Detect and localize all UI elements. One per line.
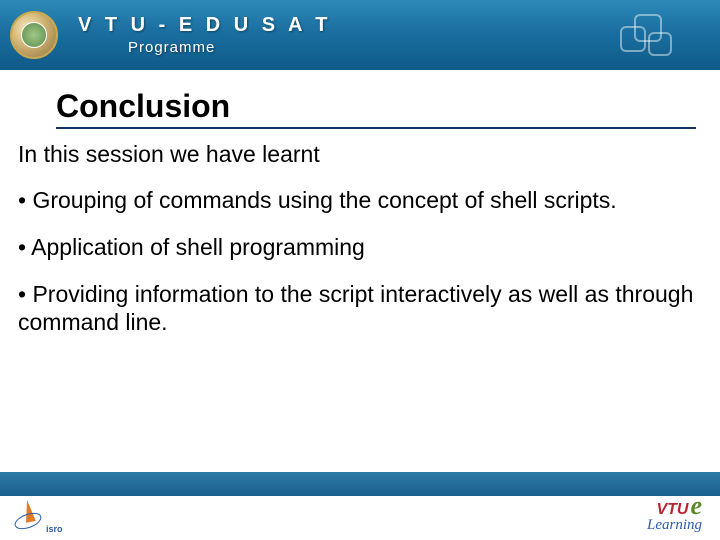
slide-header: V T U - E D U S A T Programme — [0, 0, 720, 70]
bullet-item: • Providing information to the script in… — [18, 280, 696, 338]
footer-left-logo: isro — [14, 500, 63, 534]
learning-text: Learning — [647, 517, 702, 534]
header-subtitle: Programme — [128, 39, 331, 56]
isro-text: isro — [46, 524, 63, 534]
footer-bar — [0, 472, 720, 496]
deco-square-icon — [620, 26, 646, 52]
footer-right-logo: VTU e Learning — [647, 497, 702, 534]
vtu-logo-inner — [21, 22, 47, 48]
slide-content: Conclusion In this session we have learn… — [0, 70, 720, 337]
header-decoration — [620, 14, 680, 58]
vtu-e-brand: VTU e — [647, 497, 702, 519]
header-text-block: V T U - E D U S A T Programme — [78, 14, 331, 56]
isro-logo-icon — [14, 500, 44, 534]
vtu-logo — [10, 11, 58, 59]
bullet-item: • Grouping of commands using the concept… — [18, 186, 696, 215]
e-text: e — [690, 497, 702, 515]
isro-orbit-icon — [12, 510, 43, 533]
header-title: V T U - E D U S A T — [78, 14, 331, 37]
deco-square-icon — [648, 32, 672, 56]
intro-text: In this session we have learnt — [18, 141, 696, 168]
slide-title: Conclusion — [56, 88, 696, 129]
bullet-item: • Application of shell programming — [18, 233, 696, 262]
